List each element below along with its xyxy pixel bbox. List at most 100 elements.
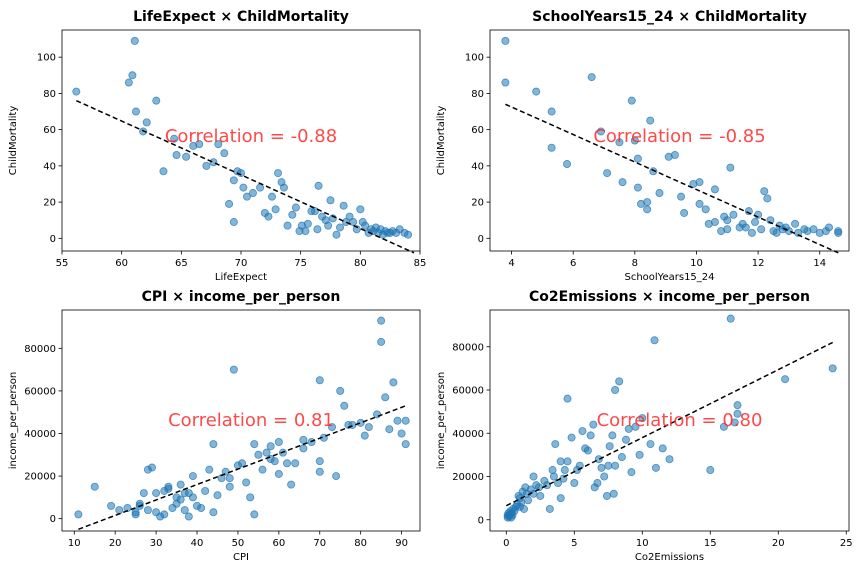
x-tick-label: 90 xyxy=(395,538,408,549)
data-point xyxy=(633,183,642,192)
data-point xyxy=(188,472,197,481)
y-tick-label: 60 xyxy=(471,125,484,136)
data-point xyxy=(706,466,715,475)
y-tick-label: 20000 xyxy=(24,472,56,483)
data-point xyxy=(301,227,310,236)
data-point xyxy=(586,431,595,440)
data-point xyxy=(627,96,636,105)
y-tick-label: 80 xyxy=(43,89,56,100)
x-tick-label: 70 xyxy=(235,258,248,269)
data-point xyxy=(760,187,769,196)
data-point xyxy=(605,442,614,451)
data-point xyxy=(560,466,569,475)
data-point xyxy=(264,212,273,221)
data-point xyxy=(670,150,679,159)
y-tick-label: 20 xyxy=(43,198,56,209)
data-point xyxy=(587,73,596,82)
data-point xyxy=(695,199,704,208)
x-tick-label: 12 xyxy=(752,258,765,269)
data-point xyxy=(130,36,139,45)
data-point xyxy=(340,401,349,410)
data-point xyxy=(213,491,222,500)
data-point xyxy=(701,205,710,214)
data-point xyxy=(364,423,373,432)
data-point xyxy=(563,394,572,403)
data-point xyxy=(299,444,308,453)
data-point xyxy=(547,107,556,116)
y-tick-label: 60000 xyxy=(24,386,56,397)
data-point xyxy=(205,465,214,474)
data-point xyxy=(719,422,728,431)
data-point xyxy=(315,467,324,476)
x-tick-label: 80 xyxy=(354,538,367,549)
data-point xyxy=(604,461,613,470)
data-point xyxy=(202,161,211,170)
data-point xyxy=(336,223,345,232)
chart-title: Co2Emissions × income_per_person xyxy=(529,289,810,305)
x-tick-label: 6 xyxy=(570,258,576,269)
axes-frame xyxy=(489,309,850,532)
data-point xyxy=(180,506,189,515)
x-tick-label: 20 xyxy=(109,538,122,549)
y-tick-label: 20 xyxy=(471,198,484,209)
data-point xyxy=(332,230,341,239)
data-point xyxy=(176,480,185,489)
data-point xyxy=(287,480,296,489)
data-point xyxy=(270,457,279,466)
data-point xyxy=(596,127,605,136)
data-point xyxy=(115,506,124,515)
data-point xyxy=(315,457,324,466)
data-point xyxy=(680,208,689,217)
data-point xyxy=(273,169,282,178)
x-tick-label: 15 xyxy=(704,538,717,549)
x-tick-label: 14 xyxy=(813,258,826,269)
data-point xyxy=(128,71,137,80)
data-point xyxy=(597,463,606,472)
data-point xyxy=(274,469,283,478)
data-point xyxy=(225,474,234,483)
data-point xyxy=(250,510,259,519)
y-tick-label: 0 xyxy=(478,234,484,245)
data-point xyxy=(824,223,833,232)
axes-frame xyxy=(61,309,421,532)
subplot-2: SchoolYears15_24 × ChildMortality 4 6 8 10 12… xyxy=(436,9,850,283)
data-point xyxy=(677,192,686,201)
axes-frame xyxy=(489,29,850,252)
data-point xyxy=(763,194,772,203)
data-point xyxy=(393,416,402,425)
data-point xyxy=(710,185,719,194)
x-axis-label: CPI xyxy=(233,552,249,563)
x-axis-label: LifeExpect xyxy=(215,272,267,283)
x-tick-label: 30 xyxy=(150,538,163,549)
data-point xyxy=(188,493,197,502)
data-point xyxy=(262,448,271,457)
data-point xyxy=(142,118,151,127)
data-point xyxy=(602,491,611,500)
data-point xyxy=(229,365,238,374)
data-point xyxy=(828,364,837,373)
data-point xyxy=(643,198,652,207)
data-point xyxy=(665,455,674,464)
y-tick-label: 40 xyxy=(471,161,484,172)
data-point xyxy=(615,377,624,386)
data-point xyxy=(90,482,99,491)
data-point xyxy=(603,169,612,178)
data-point xyxy=(271,205,280,214)
data-point xyxy=(651,463,660,472)
data-point xyxy=(324,221,333,230)
data-point xyxy=(303,219,312,228)
scatter-points xyxy=(74,316,410,521)
data-point xyxy=(315,376,324,385)
y-tick-label: 0 xyxy=(478,515,484,526)
data-point xyxy=(107,501,116,510)
data-point xyxy=(201,486,210,495)
data-point xyxy=(615,138,624,147)
data-point xyxy=(772,228,781,237)
data-point xyxy=(242,192,251,201)
data-point xyxy=(377,337,386,346)
correlation-annotation: Correlation = 0.80 xyxy=(597,410,763,431)
data-point xyxy=(152,489,161,498)
data-point xyxy=(274,438,283,447)
data-point xyxy=(389,378,398,387)
data-point xyxy=(220,149,229,158)
